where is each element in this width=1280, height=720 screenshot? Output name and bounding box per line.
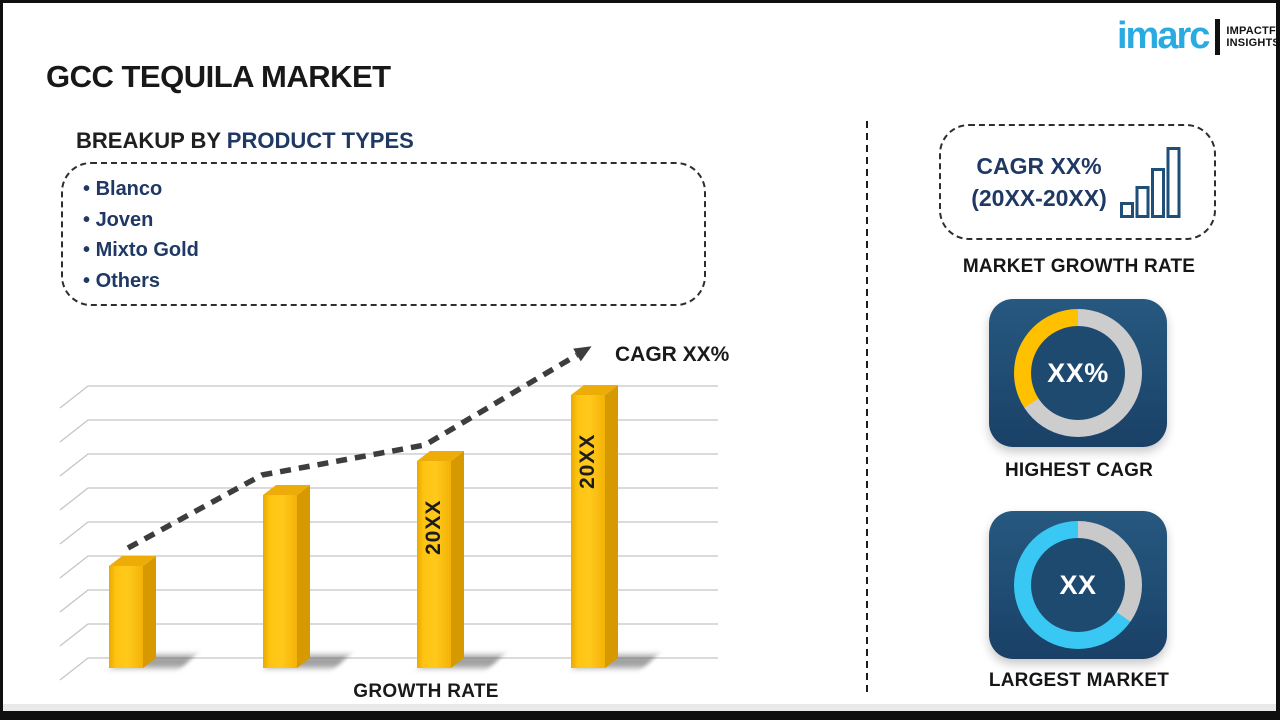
list-item-blanco: Blanco xyxy=(83,174,704,205)
list-item-joven: Joven xyxy=(83,205,704,236)
logo-divider-bar xyxy=(1215,19,1221,55)
bar-side-face xyxy=(297,485,310,668)
bar-group-3: 20XX xyxy=(417,451,464,668)
bar-front-face xyxy=(417,461,451,668)
largest-market-value: XX xyxy=(1059,569,1097,600)
largest-market-tile: XX xyxy=(989,511,1167,659)
breakup-heading-prefix: BREAKUP BY xyxy=(76,128,221,153)
x-axis-title: GROWTH RATE xyxy=(353,681,499,702)
page-title: GCC TEQUILA MARKET xyxy=(46,59,391,94)
largest-market-label: LARGEST MARKET xyxy=(988,670,1170,691)
market-growth-rate-label: MARKET GROWTH RATE xyxy=(962,256,1196,277)
bar-side-face xyxy=(143,556,156,668)
arrowhead-icon xyxy=(573,346,592,362)
bar-group-1 xyxy=(109,556,156,668)
bar-front-face xyxy=(263,495,297,668)
bar-side-face xyxy=(451,451,464,668)
cagr-box: CAGR XX% (20XX-20XX) xyxy=(939,124,1216,240)
bar-group-4: 20XX xyxy=(571,385,618,668)
bar-chart-icon xyxy=(1119,147,1181,218)
breakup-list: Blanco Joven Mixto Gold Others xyxy=(63,174,704,296)
bar-front-face xyxy=(571,395,605,668)
breakup-heading: BREAKUP BY PRODUCT TYPES xyxy=(76,128,414,154)
list-item-mixto-gold: Mixto Gold xyxy=(83,235,704,266)
footer-strip xyxy=(3,704,1276,711)
logo-tagline-line2: INSIGHTS xyxy=(1226,37,1280,49)
imarc-brand-text: imarc xyxy=(1117,15,1210,57)
cagr-period: (20XX-20XX) xyxy=(971,185,1107,211)
breakup-box: Blanco Joven Mixto Gold Others xyxy=(61,162,706,306)
list-item-others: Others xyxy=(83,266,704,297)
cagr-value: CAGR XX% xyxy=(976,152,1102,179)
bar-side-face xyxy=(605,385,618,668)
trend-arrow xyxy=(126,346,592,551)
highest-cagr-value: XX% xyxy=(1047,357,1109,388)
section-divider xyxy=(866,121,868,693)
bar-top-face xyxy=(109,556,156,566)
largest-market-donut: XX xyxy=(1014,521,1142,649)
bar-top-face xyxy=(263,485,310,495)
logo-tagline-line1: IMPACTFUL xyxy=(1226,24,1276,37)
bar-top-face xyxy=(417,451,464,461)
cagr-text: CAGR XX% (20XX-20XX) xyxy=(971,150,1107,214)
breakup-heading-highlight: PRODUCT TYPES xyxy=(226,128,414,153)
bar-group-2 xyxy=(263,485,310,668)
cagr-trend-label: CAGR XX% xyxy=(615,343,730,366)
imarc-logo: imarc IMPACTFUL INSIGHTS xyxy=(1117,15,1280,57)
logo-tagline: IMPACTFUL INSIGHTS xyxy=(1226,24,1280,50)
highest-cagr-tile: XX% xyxy=(989,299,1167,447)
bar-front-face xyxy=(109,566,143,668)
chart-gridlines xyxy=(59,385,718,681)
highest-cagr-donut: XX% xyxy=(1014,309,1142,437)
highest-cagr-label: HIGHEST CAGR xyxy=(1004,460,1154,481)
bar-top-face xyxy=(571,385,618,395)
